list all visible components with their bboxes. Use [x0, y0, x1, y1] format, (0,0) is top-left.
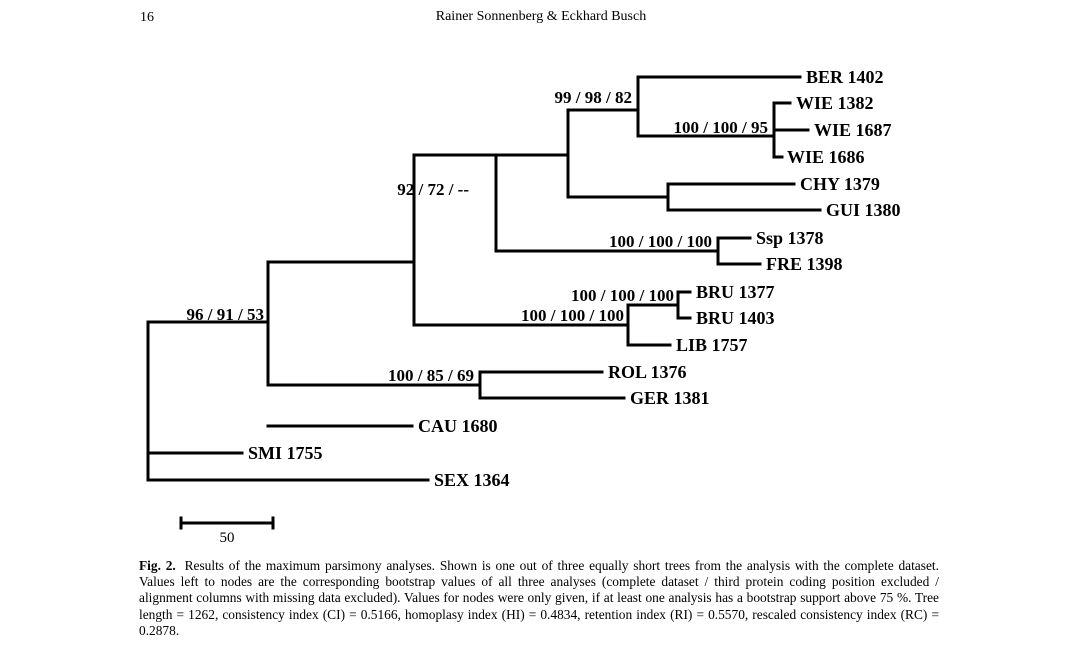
tree-branches — [146, 75, 822, 530]
taxon-label-sex1364: SEX 1364 — [434, 470, 510, 490]
taxon-label-wie1686: WIE 1686 — [787, 147, 865, 167]
caption-text: Results of the maximum parsimony analyse… — [139, 558, 939, 638]
taxon-label-gui1380: GUI 1380 — [826, 200, 901, 220]
bootstrap-value: 100 / 100 / 100 — [609, 232, 712, 251]
phylogenetic-tree: BER 1402 WIE 1382 WIE 1687 WIE 1686 CHY … — [146, 67, 901, 546]
taxon-label-cau1680: CAU 1680 — [418, 416, 498, 436]
taxon-label-ssp1378: Ssp 1378 — [756, 228, 824, 248]
bootstrap-value: 96 / 91 / 53 — [187, 305, 264, 324]
bootstrap-value: 100 / 100 / 100 — [521, 306, 624, 325]
bootstrap-value: 92 / 72 / -- — [397, 180, 469, 199]
taxon-label-smi1755: SMI 1755 — [248, 443, 323, 463]
running-head: Rainer Sonnenberg & Eckhard Busch — [435, 9, 647, 24]
caption-label: Fig. 2. — [139, 558, 176, 573]
page-number: 16 — [140, 10, 154, 25]
taxon-label-wie1382: WIE 1382 — [796, 93, 874, 113]
bootstrap-value: 100 / 100 / 95 — [674, 118, 768, 137]
taxon-label-lib1757: LIB 1757 — [676, 335, 748, 355]
taxon-label-ger1381: GER 1381 — [630, 388, 710, 408]
bootstrap-values: 99 / 98 / 82 100 / 100 / 95 92 / 72 / --… — [187, 88, 768, 385]
taxon-label-bru1377: BRU 1377 — [696, 282, 775, 302]
taxon-labels: BER 1402 WIE 1382 WIE 1687 WIE 1686 CHY … — [248, 67, 901, 490]
scale-bar-label: 50 — [220, 530, 235, 546]
bootstrap-value: 100 / 85 / 69 — [388, 366, 474, 385]
figure-caption: Fig. 2. Results of the maximum parsimony… — [139, 558, 939, 639]
taxon-label-fre1398: FRE 1398 — [766, 254, 843, 274]
taxon-label-chy1379: CHY 1379 — [800, 174, 880, 194]
taxon-label-wie1687: WIE 1687 — [814, 120, 892, 140]
taxon-label-ber1402: BER 1402 — [806, 67, 884, 87]
bootstrap-value: 100 / 100 / 100 — [571, 286, 674, 305]
bootstrap-value: 99 / 98 / 82 — [555, 88, 632, 107]
taxon-label-rol1376: ROL 1376 — [608, 362, 687, 382]
taxon-label-bru1403: BRU 1403 — [696, 308, 775, 328]
